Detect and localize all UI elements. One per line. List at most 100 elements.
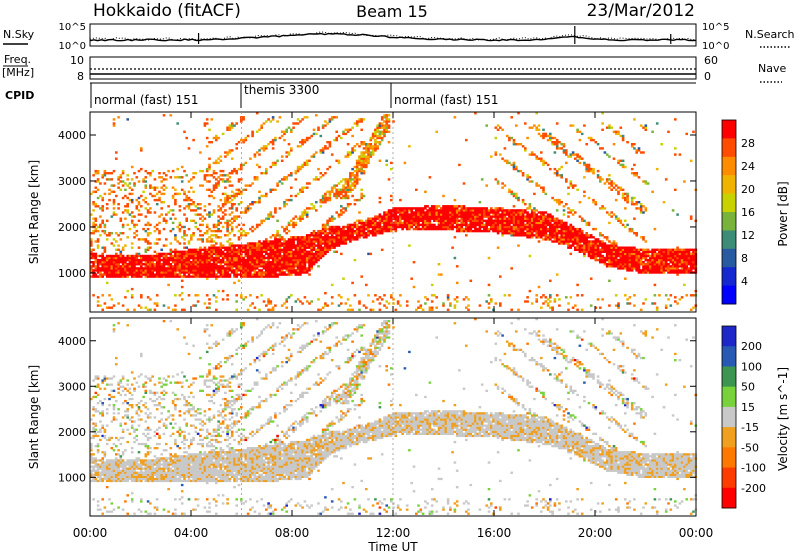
power-cell	[494, 302, 498, 305]
power-cell	[592, 198, 595, 202]
power-cell	[135, 275, 139, 278]
power-cell	[592, 252, 595, 256]
power-cell	[421, 215, 425, 218]
power-cell	[219, 155, 223, 158]
power-cell	[535, 219, 538, 222]
power-cell	[528, 225, 532, 229]
power-cell	[278, 116, 282, 119]
power-cell	[578, 130, 582, 133]
power-cell	[258, 246, 261, 249]
power-cell	[324, 244, 327, 247]
power-cell	[310, 246, 313, 249]
power-cell	[299, 120, 302, 123]
power-cell	[408, 225, 411, 229]
power-cell	[574, 240, 577, 243]
power-cell	[490, 298, 493, 301]
power-cell	[608, 256, 611, 260]
power-cell	[158, 215, 161, 218]
power-cell	[435, 225, 438, 229]
power-cell	[380, 130, 384, 133]
power-cell	[367, 161, 370, 165]
power-cell	[471, 207, 475, 210]
power-cell	[110, 215, 114, 218]
power-cell	[369, 136, 373, 140]
power-cell	[244, 273, 248, 276]
power-cell	[374, 223, 377, 227]
power-cell	[162, 184, 166, 187]
power-cell	[294, 265, 298, 268]
power-cell	[589, 254, 593, 258]
power-cell	[276, 238, 279, 241]
power-cell	[255, 267, 259, 270]
power-cell	[542, 294, 545, 297]
power-cell	[346, 182, 350, 185]
power-cell	[283, 254, 286, 258]
power-cell	[210, 141, 213, 144]
power-cell	[160, 273, 163, 276]
power-cell	[251, 302, 254, 305]
power-cell	[255, 265, 259, 268]
power-cell	[390, 198, 393, 202]
power-cell	[535, 182, 538, 185]
power-cell	[467, 225, 470, 229]
power-cell	[233, 250, 236, 253]
power-cell	[551, 215, 554, 218]
power-cell	[428, 211, 432, 214]
power-cell	[110, 306, 114, 309]
power-cell	[633, 118, 636, 121]
power-cell	[517, 219, 520, 222]
power-cell	[290, 248, 293, 251]
power-cell	[626, 201, 629, 204]
power-cell	[269, 211, 273, 214]
power-cell	[144, 250, 148, 253]
power-cell	[171, 269, 175, 272]
power-cell	[119, 219, 123, 222]
power-cell	[392, 223, 395, 227]
power-cell	[355, 143, 359, 146]
power-cell	[503, 223, 507, 227]
power-cell	[101, 246, 104, 249]
power-cell	[196, 275, 200, 278]
power-cell	[283, 252, 286, 256]
power-cell	[235, 225, 238, 229]
power-cell	[235, 258, 238, 262]
power-cell	[269, 244, 273, 247]
power-cell	[267, 252, 270, 256]
power-cell	[99, 215, 102, 218]
power-cell	[285, 203, 288, 206]
power-cell	[103, 182, 107, 185]
power-cell	[305, 300, 309, 303]
power-cell	[574, 229, 577, 233]
power-cell	[199, 184, 202, 187]
power-cell	[315, 201, 318, 204]
power-cell	[633, 252, 636, 256]
power-cell	[112, 271, 116, 274]
power-cell	[617, 263, 620, 266]
power-cell	[410, 209, 413, 212]
power-cell	[471, 215, 475, 218]
power-cell	[580, 240, 584, 243]
power-cell	[487, 306, 491, 309]
power-cell	[612, 246, 616, 249]
power-cell	[319, 254, 323, 258]
power-cell	[237, 192, 241, 196]
power-cell	[562, 151, 566, 154]
power-cell	[499, 229, 502, 233]
power-cell	[351, 134, 354, 138]
power-cell	[612, 244, 616, 247]
power-cell	[249, 254, 252, 258]
power-cell	[574, 238, 577, 241]
power-cell	[217, 236, 220, 239]
power-cell	[101, 269, 104, 272]
power-cell	[574, 242, 577, 245]
power-cell	[140, 273, 143, 276]
power-cell	[601, 254, 604, 258]
power-cell	[630, 256, 634, 260]
power-cell	[383, 120, 386, 123]
power-cell	[462, 213, 466, 216]
power-cell	[535, 157, 538, 160]
power-cell	[324, 145, 327, 148]
power-cell	[551, 141, 554, 144]
power-cell	[265, 267, 268, 270]
power-cell	[253, 263, 257, 266]
